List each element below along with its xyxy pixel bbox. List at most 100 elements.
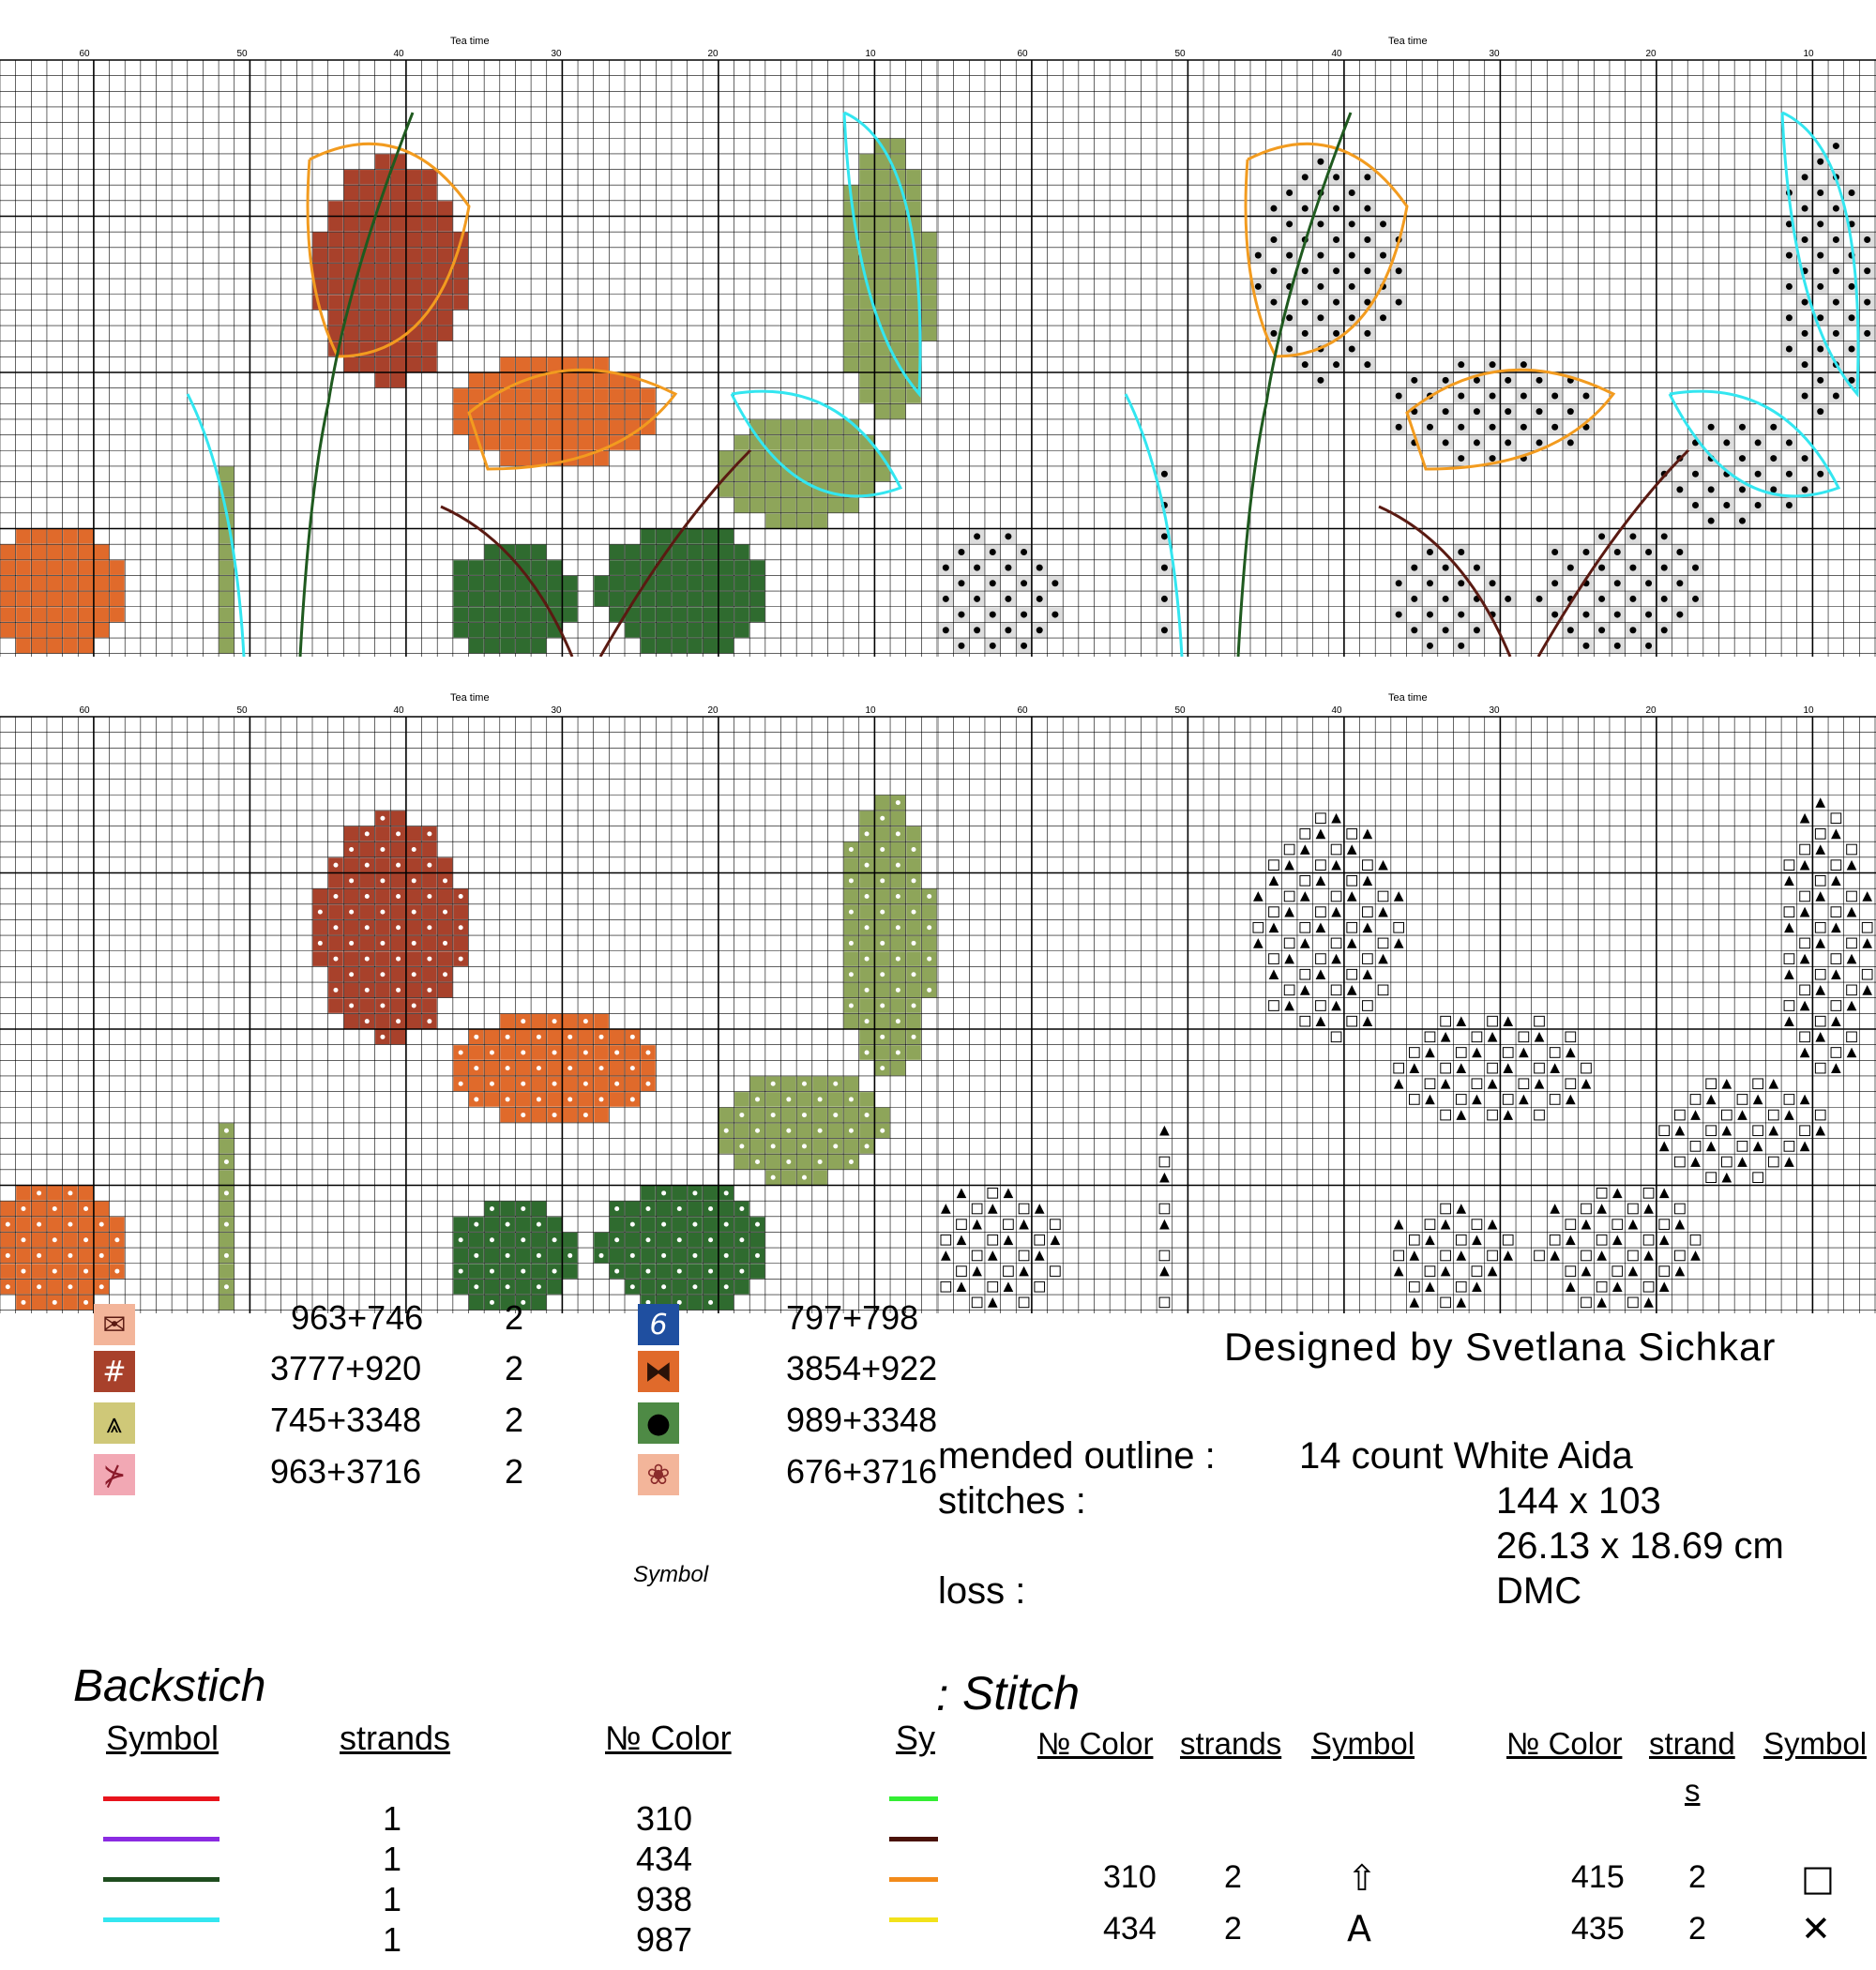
stitch-color: 434 — [1103, 1911, 1157, 1947]
stitch-color: 310 — [1103, 1859, 1157, 1895]
thread-strands: 2 — [505, 1298, 524, 1337]
axis-tick-label: 60 — [1017, 49, 1028, 59]
square-symbol-icon: □ — [1801, 1857, 1835, 1899]
chart-panel-symbol-outline: Tea time 60 50 40 30 20 10 — [938, 0, 1876, 657]
chart-grid — [938, 59, 1876, 657]
stitch-table: : Stitch № Color strands Symbol № Color … — [938, 1642, 1876, 1970]
axis-tick-label: 40 — [1331, 49, 1342, 59]
stitch-strands: 2 — [1688, 1859, 1706, 1895]
floss-label: loss : — [938, 1570, 1026, 1612]
thread-strands: 2 — [505, 1452, 524, 1491]
cross-symbol-icon: ✕ — [1801, 1908, 1831, 1949]
arrow-swatch-icon: ⊁ — [94, 1454, 135, 1495]
thread-code: 745+3348 — [270, 1401, 422, 1439]
blue-six-swatch-icon: 6 — [638, 1304, 679, 1345]
triangle-swatch-icon: ⩓ — [94, 1402, 135, 1444]
backstitch-line — [889, 1877, 938, 1882]
col-symbol-right: Sy — [896, 1719, 936, 1757]
letter-a-symbol-icon: A — [1347, 1908, 1371, 1949]
axis-tick-label: 30 — [551, 49, 562, 59]
thread-code: 3777+920 — [270, 1349, 422, 1387]
axis-tick-label: 50 — [1174, 705, 1186, 716]
backstitch-line — [103, 1917, 219, 1922]
axis-tick-label: 20 — [707, 49, 719, 59]
backstitch-line — [103, 1877, 219, 1882]
envelope-swatch-icon: ✉ — [94, 1304, 135, 1345]
axis-tick-label: 20 — [1645, 705, 1657, 716]
col-strands-2: strand — [1649, 1726, 1735, 1761]
backstitch-color: 310 — [636, 1799, 693, 1838]
backstitch-color: 938 — [636, 1880, 693, 1918]
axis-tick-label: 40 — [1331, 705, 1342, 716]
thread-code: 963+746 — [291, 1298, 424, 1337]
flower-swatch-icon: ❀ — [638, 1454, 679, 1495]
stitches-value: 144 x 103 — [1496, 1480, 1661, 1522]
backstitch-line — [889, 1837, 938, 1841]
thread-code: 989+3348 — [786, 1401, 938, 1439]
stitch-color: 415 — [1571, 1859, 1625, 1895]
axis-tick-label: 30 — [1489, 705, 1500, 716]
floss-value: DMC — [1496, 1570, 1582, 1612]
bowtie-swatch-icon: ⧓ — [638, 1351, 679, 1392]
chart-grid — [938, 716, 1876, 1313]
thread-code: 3854+922 — [786, 1349, 938, 1387]
backstitch-line — [103, 1837, 219, 1841]
axis-tick-label: 10 — [1803, 49, 1814, 59]
chart-title: Tea time — [450, 692, 490, 704]
axis-tick-label: 20 — [1645, 49, 1657, 59]
backstitch-title: Backstich — [73, 1661, 266, 1711]
col-strands-2-suffix: s — [1685, 1773, 1701, 1808]
backstitch-color: 987 — [636, 1920, 693, 1959]
backstitch-line — [889, 1917, 938, 1922]
chart-title: Tea time — [1388, 36, 1428, 47]
backstitch-table: Backstich Symbol strands № Color Sy 1 31… — [0, 1642, 938, 1970]
chart-title: Tea time — [1388, 692, 1428, 704]
backstitch-strands: 1 — [383, 1880, 402, 1918]
stitches-label: stitches : — [938, 1480, 1086, 1522]
chart-panel-bw-symbols: Tea time 60 50 40 30 20 10 — [938, 657, 1876, 1313]
symbol-caption: Symbol — [633, 1562, 709, 1587]
stitch-color: 435 — [1571, 1911, 1625, 1947]
outline-value: 14 count White Aida — [1299, 1435, 1633, 1477]
stitch-title: Stitch — [962, 1667, 1081, 1720]
axis-tick-label: 60 — [79, 705, 90, 716]
axis-tick-label: 50 — [236, 705, 248, 716]
chart-panel-backstitch-color: Tea time 60 50 40 30 20 10 — [0, 0, 938, 657]
col-strands: strands — [340, 1719, 451, 1757]
axis-tick-label: 60 — [1017, 705, 1028, 716]
chart-grid — [0, 716, 938, 1313]
stitch-strands: 2 — [1688, 1911, 1706, 1947]
axis-tick-label: 10 — [865, 705, 876, 716]
backstitch-color: 434 — [636, 1840, 693, 1878]
axis-tick-label: 50 — [236, 49, 248, 59]
backstitch-line — [103, 1796, 219, 1801]
axis-tick-label: 10 — [865, 49, 876, 59]
thread-legend: ✉ 963+746 2 6 797+798 # 3777+920 2 ⧓ 385… — [0, 1298, 938, 1595]
axis-tick-label: 40 — [393, 705, 404, 716]
col-strands: strands — [1180, 1726, 1282, 1761]
chart-panel-color-symbols: Tea time 60 50 40 30 20 10 — [0, 657, 938, 1313]
axis-tick-label: 30 — [551, 705, 562, 716]
backstitch-line — [889, 1796, 938, 1801]
chart-title: Tea time — [450, 36, 490, 47]
thread-code: 963+3716 — [270, 1452, 422, 1491]
backstitch-strands: 1 — [383, 1799, 402, 1838]
outline-label: mended outline : — [938, 1435, 1216, 1477]
chart-grid — [0, 59, 938, 657]
design-info: Designed by Svetlana Sichkar mended outl… — [938, 1313, 1876, 1623]
stitch-strands: 2 — [1224, 1911, 1242, 1947]
hash-swatch-icon: # — [94, 1351, 135, 1392]
col-symbol: Symbol — [1311, 1726, 1415, 1761]
col-color: № Color — [1037, 1726, 1154, 1761]
thread-strands: 2 — [505, 1349, 524, 1387]
size-value: 26.13 x 18.69 cm — [1496, 1525, 1784, 1567]
thread-code: 676+3716 — [786, 1452, 938, 1491]
col-color-2: № Color — [1506, 1726, 1623, 1761]
axis-tick-label: 50 — [1174, 49, 1186, 59]
thread-strands: 2 — [505, 1401, 524, 1439]
col-color: № Color — [605, 1719, 732, 1757]
axis-tick-label: 20 — [707, 705, 719, 716]
backstitch-strands: 1 — [383, 1840, 402, 1878]
axis-tick-label: 40 — [393, 49, 404, 59]
col-symbol-2: Symbol — [1763, 1726, 1868, 1761]
